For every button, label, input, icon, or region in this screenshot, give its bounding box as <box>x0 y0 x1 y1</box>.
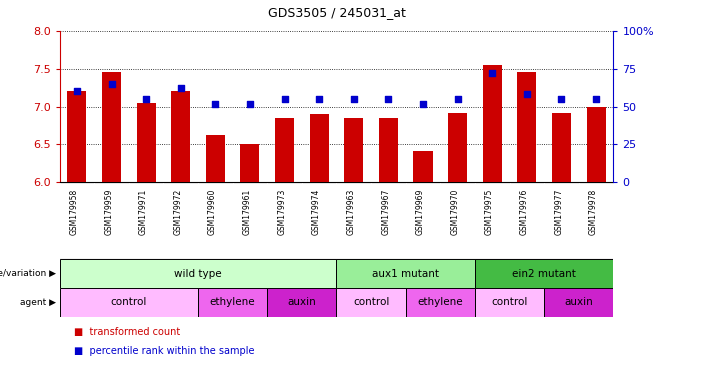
Text: GSM179972: GSM179972 <box>173 189 182 235</box>
Text: control: control <box>353 297 389 308</box>
Bar <box>67 91 86 182</box>
Bar <box>406 288 475 317</box>
Text: GSM179978: GSM179978 <box>589 189 598 235</box>
Bar <box>414 151 433 182</box>
Point <box>556 96 567 102</box>
Point <box>245 101 256 107</box>
Text: GSM179961: GSM179961 <box>243 189 252 235</box>
Point <box>72 88 83 94</box>
Bar <box>544 288 613 317</box>
Point <box>417 101 428 107</box>
Text: GSM179963: GSM179963 <box>346 189 355 235</box>
Text: agent ▶: agent ▶ <box>20 298 56 307</box>
Bar <box>336 259 475 288</box>
Bar <box>198 288 267 317</box>
Bar <box>483 65 502 182</box>
Point <box>383 96 394 102</box>
Bar <box>552 113 571 182</box>
Bar <box>267 288 336 317</box>
Point <box>590 96 601 102</box>
Bar <box>171 91 190 182</box>
Text: aux1 mutant: aux1 mutant <box>372 268 440 279</box>
Text: GSM179958: GSM179958 <box>69 189 79 235</box>
Bar <box>475 288 544 317</box>
Bar <box>517 73 536 182</box>
Bar <box>379 118 398 182</box>
Point <box>210 101 221 107</box>
Point <box>522 91 533 98</box>
Point <box>452 96 463 102</box>
Bar <box>275 118 294 182</box>
Text: GSM179960: GSM179960 <box>208 189 217 235</box>
Point <box>279 96 290 102</box>
Text: ■  percentile rank within the sample: ■ percentile rank within the sample <box>74 346 254 356</box>
Text: ethylene: ethylene <box>418 297 463 308</box>
Point <box>106 81 117 87</box>
Point <box>348 96 360 102</box>
Bar <box>102 73 121 182</box>
Text: GSM179967: GSM179967 <box>381 189 390 235</box>
Text: GSM179974: GSM179974 <box>312 189 321 235</box>
Point <box>175 85 186 91</box>
Bar <box>344 118 363 182</box>
Text: GSM179976: GSM179976 <box>519 189 529 235</box>
Bar <box>448 113 467 182</box>
Bar <box>310 114 329 182</box>
Text: GSM179975: GSM179975 <box>485 189 494 235</box>
Bar <box>137 103 156 182</box>
Text: ethylene: ethylene <box>210 297 255 308</box>
Text: GSM179973: GSM179973 <box>278 189 286 235</box>
Text: genotype/variation ▶: genotype/variation ▶ <box>0 269 56 278</box>
Text: ein2 mutant: ein2 mutant <box>512 268 576 279</box>
Text: ■  transformed count: ■ transformed count <box>74 327 180 337</box>
Text: control: control <box>491 297 528 308</box>
Text: wild type: wild type <box>175 268 222 279</box>
Text: GSM179959: GSM179959 <box>104 189 114 235</box>
Text: GSM179977: GSM179977 <box>554 189 563 235</box>
Bar <box>240 144 259 182</box>
Bar <box>475 259 613 288</box>
Point <box>140 96 151 102</box>
Bar <box>587 106 606 182</box>
Bar <box>206 136 225 182</box>
Bar <box>336 288 406 317</box>
Point <box>486 70 498 76</box>
Text: GDS3505 / 245031_at: GDS3505 / 245031_at <box>268 6 405 19</box>
Bar <box>60 259 336 288</box>
Text: auxin: auxin <box>564 297 593 308</box>
Text: GSM179971: GSM179971 <box>139 189 148 235</box>
Bar <box>60 288 198 317</box>
Text: GSM179970: GSM179970 <box>450 189 459 235</box>
Text: GSM179969: GSM179969 <box>416 189 425 235</box>
Text: control: control <box>111 297 147 308</box>
Text: auxin: auxin <box>287 297 316 308</box>
Point <box>313 96 325 102</box>
